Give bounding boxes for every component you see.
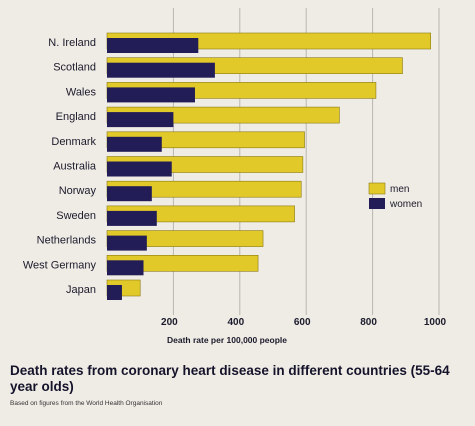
category-label: N. Ireland	[48, 37, 96, 49]
women-bar	[107, 285, 122, 300]
category-label: Sweden	[56, 210, 96, 222]
women-bar	[107, 260, 144, 276]
women-bar	[107, 136, 162, 152]
women-bar	[107, 210, 157, 226]
category-label: Japan	[66, 284, 96, 296]
women-bar	[107, 87, 195, 103]
women-bar	[107, 38, 199, 53]
legend-swatch-women	[369, 198, 385, 209]
category-label: Netherlands	[37, 235, 97, 247]
category-label: West Germany	[23, 259, 97, 271]
category-label: Denmark	[51, 136, 96, 148]
x-tick-label: 600	[294, 317, 311, 328]
women-bar	[107, 235, 147, 251]
category-label: Wales	[66, 86, 97, 98]
x-axis-label: Death rate per 100,000 people	[167, 335, 287, 345]
x-tick-label: 800	[360, 317, 377, 328]
figure-source: Based on figures from the World Health O…	[10, 400, 163, 407]
legend-label-women: women	[389, 199, 422, 210]
x-tick-label: 400	[227, 317, 244, 328]
women-bar	[107, 62, 215, 78]
women-bar	[107, 161, 172, 177]
women-bar	[107, 186, 152, 202]
x-tick-label: 1000	[424, 317, 447, 328]
category-label: Australia	[53, 161, 97, 173]
category-label: Norway	[59, 185, 97, 197]
legend-swatch-men	[368, 182, 386, 195]
category-label: England	[56, 111, 96, 123]
x-tick-label: 200	[161, 317, 178, 328]
figure-title: Death rates from coronary heart disease …	[10, 363, 450, 394]
category-label: Scotland	[53, 62, 96, 74]
bar-chart: 200 400 600 800 1000 N. Ireland Scotland Wales E…	[23, 8, 447, 345]
legend-label-men: men	[390, 184, 409, 195]
women-bar	[107, 112, 174, 128]
